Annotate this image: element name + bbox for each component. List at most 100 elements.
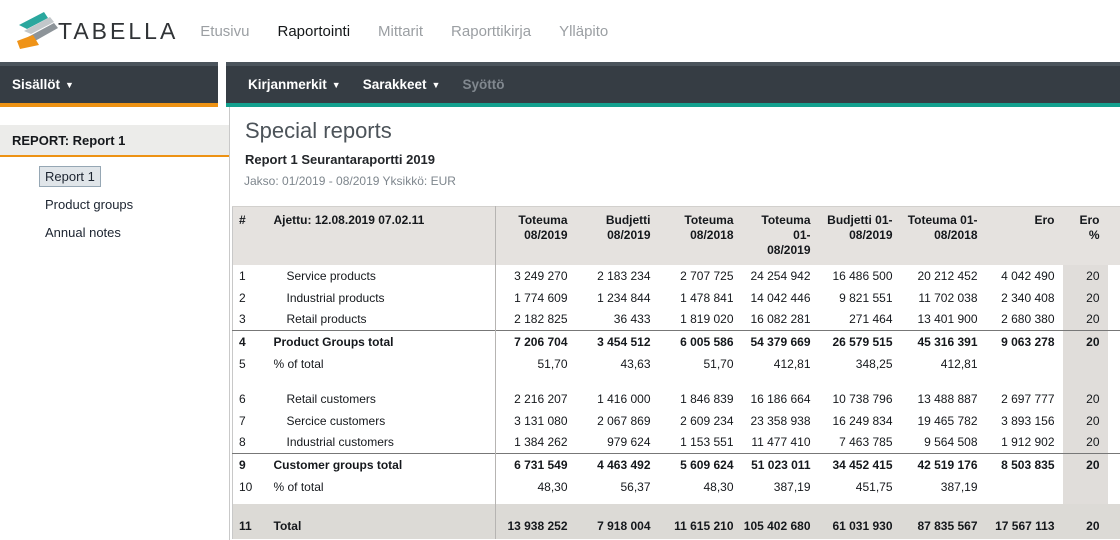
toolbar-row: Sisällöt ▼ Kirjanmerkit ▼ Sarakkeet ▼ Syött… [0, 62, 1120, 107]
brand-logo[interactable]: TABELLA [12, 10, 178, 52]
row-label: Customer groups total [268, 453, 496, 476]
sidebar-item-report-1[interactable]: Report 1 [39, 166, 101, 187]
cell-value: 61 031 930 [818, 513, 901, 539]
empty-cell [742, 375, 819, 388]
report-period: Jakso: 01/2019 - 08/2019 Yksikkö: EUR [244, 174, 456, 188]
nav-item-raportointi[interactable]: Raportointi [277, 22, 351, 40]
cell-value: 2 609 234 [680, 413, 734, 428]
cell-value: 9 063 278 [985, 330, 1063, 353]
gap-row [233, 374, 1120, 388]
cell-value: 4 463 492 [575, 453, 659, 476]
row-filler [1108, 287, 1120, 309]
cell-value: 20 212 452 [917, 268, 978, 283]
cell-value: 23 358 938 [750, 413, 811, 428]
row-filler [1108, 410, 1120, 432]
empty-cell [1108, 375, 1120, 388]
row-filler [1108, 476, 1120, 498]
cell-value: 20 [1062, 431, 1108, 454]
report-table: # Ajettu: 12.08.2019 07.02.11 Toteuma 08… [232, 206, 1120, 539]
sidebar-item-product-groups[interactable]: Product groups [45, 197, 134, 212]
cell-value: 412,81 [773, 356, 811, 371]
empty-cell [819, 375, 901, 388]
row-number: 6 [239, 391, 246, 406]
brand-name: TABELLA [58, 17, 179, 44]
cell-value: 7 206 704 [495, 330, 576, 353]
column-header: Toteuma 08/2019 [495, 206, 576, 265]
row-label: % of total [268, 475, 496, 498]
report-subtitle: Report 1 Seurantaraportti 2019 [245, 152, 436, 167]
nav-item-mittarit[interactable]: Mittarit [378, 22, 424, 40]
cell-value: 43,63 [620, 356, 651, 371]
table-row: 4 Product Groups total 7 206 704 3 454 512 6… [232, 330, 1120, 353]
nav-item-yllapito[interactable]: Ylläpito [559, 22, 609, 40]
cell-value: 3 249 270 [514, 268, 568, 283]
cell-value: 387,19 [773, 479, 811, 494]
cell-value: 1 478 841 [680, 290, 734, 305]
table-row: 8 Industrial customers 1 384 262 979 624 1 1… [233, 431, 1120, 454]
chevron-down-icon: ▼ [331, 80, 341, 90]
cell-value: 7 918 004 [575, 513, 659, 539]
row-number: 4 [232, 330, 269, 353]
row-label: Industrial customers [268, 431, 496, 454]
empty-cell [1062, 497, 1108, 504]
row-number: 3 [239, 312, 246, 327]
cell-value: 1 416 000 [597, 391, 651, 406]
empty-cell [659, 375, 742, 388]
column-header: Ero [985, 206, 1063, 265]
nav-item-raporttikirja[interactable]: Raporttikirja [451, 22, 532, 40]
row-number: 11 [232, 513, 269, 539]
syotto-item[interactable]: Syöttö [462, 77, 505, 92]
empty-cell [232, 503, 269, 514]
cell-value: 8 503 835 [985, 453, 1063, 476]
kirjanmerkit-dropdown[interactable]: Kirjanmerkit ▼ [248, 77, 341, 92]
table-row: 11 Total 13 938 252 7 918 004 11 615 210 105 … [232, 513, 1120, 539]
cell-value: 87 835 567 [900, 513, 986, 539]
empty-cell [496, 375, 576, 388]
row-label: Product Groups total [268, 330, 496, 353]
empty-cell [233, 375, 269, 388]
cell-value: 6 731 549 [495, 453, 576, 476]
row-number: 8 [239, 435, 246, 450]
nav-item-etusivu[interactable]: Etusivu [200, 22, 250, 40]
row-number: 9 [232, 453, 269, 476]
cell-value: 2 067 869 [597, 413, 651, 428]
cell-value: 387,19 [940, 479, 978, 494]
cell-value: 51,70 [537, 356, 568, 371]
cell-value: 9 564 508 [924, 435, 978, 450]
cell-value: 1 774 609 [514, 290, 568, 305]
row-label: Service products [268, 264, 496, 287]
table-row: 9 Customer groups total 6 731 549 4 463 492… [232, 453, 1120, 476]
row-label: Retail customers [268, 387, 496, 410]
cell-value: 20 [1062, 409, 1108, 432]
cell-value: 19 465 782 [917, 413, 978, 428]
header-run-timestamp: Ajettu: 12.08.2019 07.02.11 [268, 206, 496, 265]
cell-value: 3 131 080 [514, 413, 568, 428]
table-row: 5 % of total 51,70 43,63 51,70 412,81 348,25 41… [233, 352, 1120, 375]
cell-value: 2 182 825 [514, 312, 568, 327]
cell-value: 17 567 113 [985, 513, 1063, 539]
cell-value: 42 519 176 [900, 453, 986, 476]
cell-value: 7 463 785 [839, 435, 893, 450]
cell-value: 16 249 834 [832, 413, 893, 428]
cell-value: 3 454 512 [575, 330, 659, 353]
empty-cell [658, 503, 742, 514]
column-header-filler [1107, 206, 1120, 265]
chevron-down-icon: ▼ [431, 80, 441, 90]
row-label: Total [268, 513, 496, 539]
cell-value: 451,75 [855, 479, 893, 494]
cell-value: 48,30 [703, 479, 734, 494]
empty-cell [741, 503, 819, 514]
cell-value [1062, 475, 1108, 498]
report-table-body: 1 Service products 3 249 270 2 183 234 2 707… [232, 264, 1120, 539]
sisallot-dropdown[interactable]: Sisällöt ▼ [12, 77, 74, 92]
cell-value: 2 183 234 [597, 268, 651, 283]
sarakkeet-dropdown[interactable]: Sarakkeet ▼ [362, 77, 441, 92]
cell-value: 13 401 900 [917, 312, 978, 327]
table-row: 6 Retail customers 2 216 207 1 416 000 1 846… [233, 387, 1120, 410]
row-number: 7 [239, 413, 246, 428]
sidebar-item-annual-notes[interactable]: Annual notes [45, 225, 121, 240]
table-row: 1 Service products 3 249 270 2 183 234 2 707… [233, 264, 1120, 287]
empty-cell [268, 497, 496, 504]
cell-value: 20 [1062, 308, 1108, 331]
